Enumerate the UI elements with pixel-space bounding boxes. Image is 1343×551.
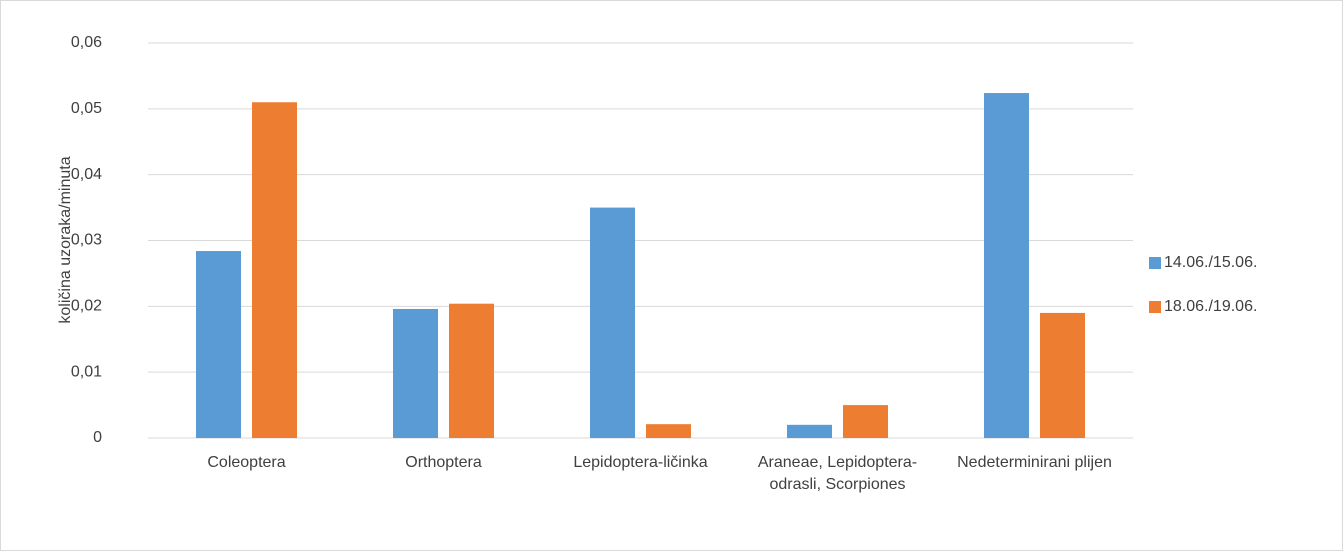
y-tick-label: 0 (93, 429, 102, 446)
bar (1040, 312, 1085, 438)
legend-label: 18.06./19.06. (1164, 298, 1257, 315)
bar (252, 102, 297, 438)
bar (984, 93, 1029, 439)
x-tick-label: Coleoptera (207, 454, 286, 471)
bar (843, 405, 888, 438)
legend-label: 14.06./15.06. (1164, 254, 1257, 271)
bar (590, 207, 635, 438)
y-tick-label: 0,03 (71, 232, 102, 249)
legend-swatch (1149, 301, 1161, 313)
y-tick-label: 0,06 (71, 34, 102, 51)
bar (393, 308, 438, 438)
y-tick-label: 0,02 (71, 298, 102, 315)
x-tick-label: Orthoptera (405, 454, 482, 471)
legend-swatch (1149, 257, 1161, 269)
bar (787, 424, 832, 438)
bar (449, 303, 494, 438)
y-axis-label: količina uzoraka/minuta (57, 156, 74, 323)
x-tick-label: Nedeterminirani plijen (957, 454, 1112, 471)
x-tick-label: Lepidoptera-ličinka (573, 454, 708, 471)
bar (196, 251, 241, 438)
y-tick-label: 0,01 (71, 363, 102, 380)
x-tick-label: Araneae, Lepidoptera-odrasli, Scorpiones (757, 454, 918, 493)
y-tick-label: 0,04 (71, 166, 102, 183)
bar (646, 424, 691, 438)
y-tick-label: 0,05 (71, 100, 102, 117)
